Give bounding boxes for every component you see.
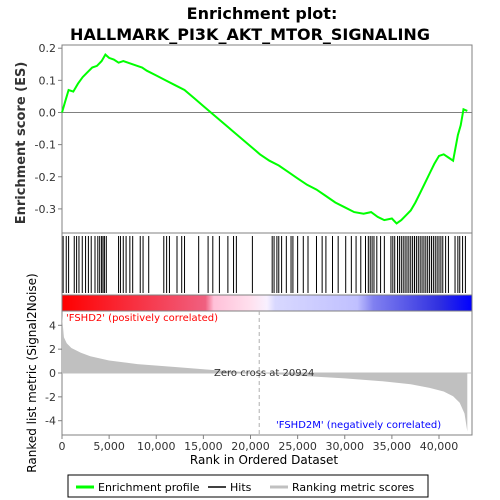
ranking-heat-bar — [61, 294, 473, 312]
es-y-tick-label: -0.3 — [35, 203, 56, 216]
metric-y-ticks: 4 2 0 -2 -4 — [45, 319, 62, 428]
chart-title-line2: HALLMARK_PI3K_AKT_MTOR_SIGNALING — [70, 25, 430, 44]
metric-y-tick-label: 0 — [49, 367, 56, 380]
legend-box — [67, 474, 429, 498]
es-y-tick-label: 0.0 — [39, 106, 57, 119]
metric-y-axis-label: Ranked list metric (Signal2Noise) — [25, 273, 39, 472]
metric-y-tick-label: -2 — [45, 391, 56, 404]
legend-hits-label: Hits — [230, 481, 252, 494]
x-tick-label: 15,000 — [184, 440, 223, 453]
chart-title-line1: Enrichment plot: — [187, 4, 338, 23]
x-axis-ticks: 0 5,000 10,000 15,000 20,000 25,000 30,000 35,0… — [59, 435, 459, 453]
x-axis-label: Rank in Ordered Dataset — [190, 453, 338, 467]
es-panel — [61, 44, 473, 234]
es-y-tick-label: 0.2 — [39, 42, 57, 55]
positive-correlation-label: 'FSHD2' (positively correlated) — [66, 313, 218, 324]
es-y-tick-label: -0.2 — [35, 171, 56, 184]
x-tick-label: 5,000 — [93, 440, 125, 453]
hit-lines — [62, 236, 466, 293]
metric-y-tick-label: 4 — [49, 319, 56, 332]
es-y-ticks: 0.2 0.1 0.0 -0.1 -0.2 -0.3 — [35, 42, 62, 216]
es-curve — [61, 53, 468, 225]
x-tick-label: 10,000 — [137, 440, 176, 453]
x-tick-label: 40,000 — [420, 440, 459, 453]
x-tick-label: 20,000 — [231, 440, 270, 453]
x-tick-label: 25,000 — [278, 440, 317, 453]
x-tick-label: 35,000 — [373, 440, 412, 453]
metric-y-tick-label: -4 — [45, 415, 56, 428]
metric-y-tick-label: 2 — [49, 343, 56, 356]
es-y-tick-label: 0.1 — [39, 74, 57, 87]
x-tick-label: 30,000 — [326, 440, 365, 453]
legend-enrichment-label: Enrichment profile — [98, 481, 200, 494]
legend-metric-label: Ranking metric scores — [292, 481, 414, 494]
negative-correlation-label: 'FSHD2M' (negatively correlated) — [276, 420, 441, 431]
metric-area — [62, 315, 468, 432]
es-y-tick-label: -0.1 — [35, 139, 56, 152]
zero-cross-label: Zero cross at 20924 — [214, 368, 314, 379]
x-tick-label: 0 — [59, 440, 66, 453]
es-y-axis-label: Enrichment score (ES) — [14, 62, 29, 225]
